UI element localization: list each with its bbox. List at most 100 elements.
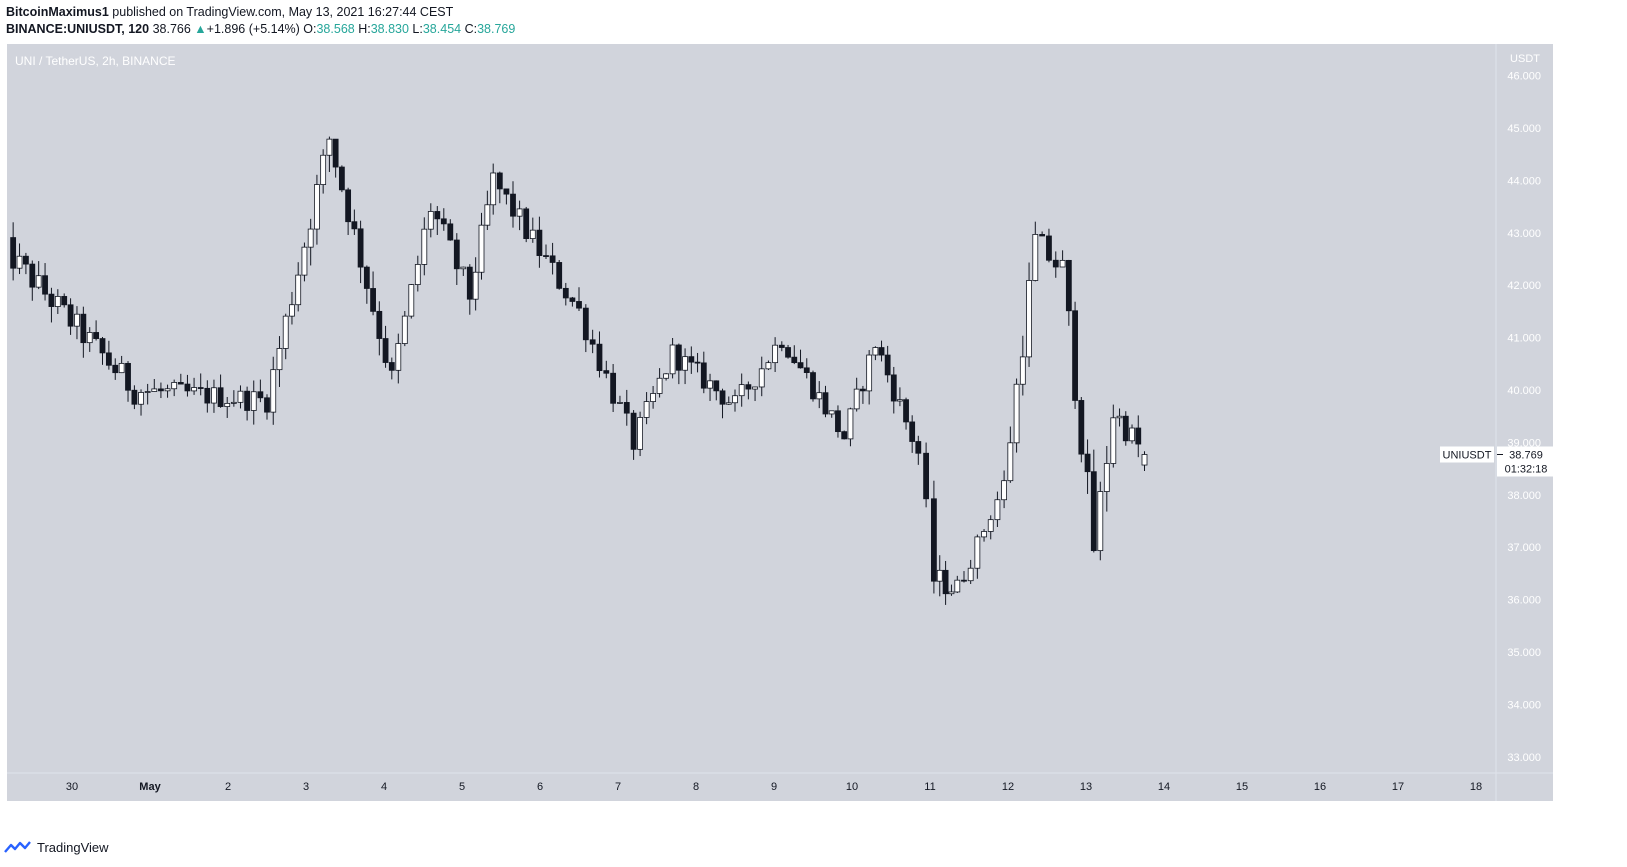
candle-body-down xyxy=(942,569,949,595)
candle xyxy=(125,361,131,402)
candle xyxy=(872,346,879,361)
axis-layer: USDT 46.000 45.000 44.000 43.000 42.000 41.000… xyxy=(7,44,1553,801)
candle xyxy=(204,380,211,413)
candle-body-up xyxy=(643,401,650,418)
candle-body-up xyxy=(656,377,663,394)
candle xyxy=(931,480,937,594)
candle xyxy=(490,163,497,215)
candle-body-up xyxy=(707,380,713,389)
candle-body-down xyxy=(562,287,569,299)
candle xyxy=(675,343,682,385)
candle-body-up xyxy=(948,591,955,595)
candle xyxy=(250,380,257,425)
candle xyxy=(610,364,617,412)
candle xyxy=(503,188,510,205)
candle xyxy=(1019,335,1026,396)
candle-body-up xyxy=(326,138,333,156)
candle-body-down xyxy=(496,172,503,190)
y-tick-label: 41.000 xyxy=(1507,333,1541,345)
candle-body-down xyxy=(745,384,752,390)
candle xyxy=(1046,228,1052,263)
candle-body-down xyxy=(694,361,701,364)
tradingview-logo-icon[interactable] xyxy=(4,840,32,854)
candle xyxy=(669,337,676,379)
candle-body-up xyxy=(1026,280,1032,358)
candle xyxy=(1129,424,1135,444)
candle-body-up xyxy=(74,313,80,327)
candle-body-down xyxy=(67,304,74,327)
candle-body-up xyxy=(395,343,402,371)
candle-body-up xyxy=(237,390,244,403)
candle xyxy=(810,370,816,402)
candle-body-up xyxy=(987,519,994,532)
pane-legend: UNI / TetherUS, 2h, BINANCE xyxy=(15,54,176,68)
candle-body-down xyxy=(778,344,785,348)
candle xyxy=(447,219,454,241)
x-tick-label: 17 xyxy=(1392,781,1404,793)
candle xyxy=(177,373,184,385)
price-tag-bg xyxy=(1497,446,1553,477)
candle-body-down xyxy=(1135,427,1142,445)
candle-layer xyxy=(10,136,1148,605)
candle xyxy=(105,340,112,370)
candle-body-down xyxy=(835,410,841,433)
candle xyxy=(314,174,320,245)
candle xyxy=(434,206,441,235)
x-tick-label: 14 xyxy=(1158,781,1170,793)
candle-body-up xyxy=(732,395,738,404)
candle-body-up xyxy=(171,382,178,390)
candle-body-up xyxy=(847,408,854,440)
candle-body-up xyxy=(282,315,289,349)
y-tick-label: 36.000 xyxy=(1507,595,1541,607)
x-tick-label: 12 xyxy=(1002,781,1014,793)
x-tick-label: 30 xyxy=(66,781,78,793)
candle-body-up xyxy=(16,255,23,269)
candle xyxy=(345,187,352,236)
change-value: +1.896 (+5.14%) xyxy=(206,22,300,36)
candle-body-down xyxy=(351,221,358,230)
candle-body-down xyxy=(610,372,617,404)
candle-body-up xyxy=(490,172,497,206)
candle-body-down xyxy=(569,297,576,302)
candle-body-up xyxy=(765,362,772,370)
candle-body-down xyxy=(217,387,224,407)
candle-body-down xyxy=(700,362,707,389)
candle-body-up xyxy=(35,275,42,288)
candle xyxy=(99,336,106,365)
candle-body-down xyxy=(131,389,138,405)
candle-body-down xyxy=(388,362,395,371)
candle xyxy=(1007,426,1014,483)
candle xyxy=(1065,259,1072,326)
candle xyxy=(630,410,637,460)
candle xyxy=(453,233,460,285)
author-name[interactable]: BitcoinMaximus1 xyxy=(6,5,109,19)
x-tick-label: 7 xyxy=(615,781,621,793)
candle xyxy=(224,396,231,418)
candle-body-up xyxy=(211,387,217,404)
footer-brand[interactable]: TradingView xyxy=(37,839,109,855)
candle-body-up xyxy=(1007,442,1014,482)
candle xyxy=(427,203,434,238)
candle-body-up xyxy=(301,246,308,276)
chart-pane[interactable] xyxy=(7,44,1553,801)
candle-body-up xyxy=(151,388,158,392)
candle xyxy=(237,385,244,409)
candle xyxy=(496,171,503,204)
candle xyxy=(803,358,810,379)
candle xyxy=(772,337,779,372)
candle-body-down xyxy=(244,390,251,411)
candle xyxy=(1059,250,1066,268)
candle-body-down xyxy=(345,189,352,223)
price-axis-currency: USDT xyxy=(1510,53,1540,65)
candle xyxy=(700,351,707,394)
candle xyxy=(351,209,358,235)
candle-body-down xyxy=(48,293,55,307)
candle xyxy=(847,407,854,447)
candle xyxy=(295,262,302,312)
candle xyxy=(1026,262,1032,367)
candle xyxy=(650,385,656,409)
candle-body-up xyxy=(1001,480,1007,501)
publish-line: BitcoinMaximus1 published on TradingView… xyxy=(6,4,515,21)
candle xyxy=(466,264,473,315)
